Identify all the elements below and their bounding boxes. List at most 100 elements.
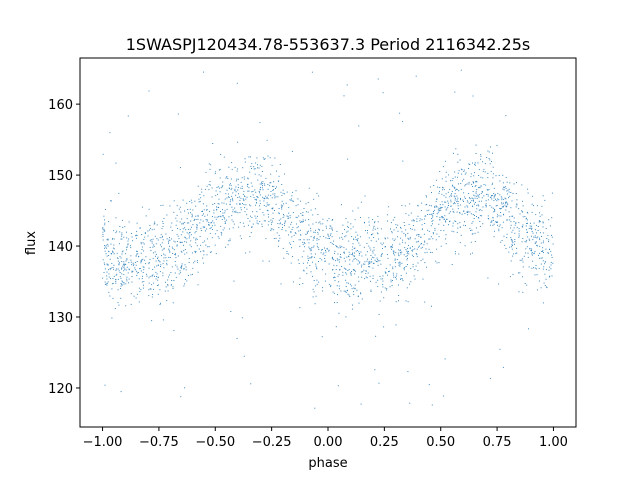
data-point xyxy=(447,191,449,193)
data-point xyxy=(377,279,379,281)
data-point xyxy=(406,250,408,252)
data-point xyxy=(121,268,122,270)
data-point xyxy=(345,290,347,292)
data-point xyxy=(454,199,456,201)
data-point xyxy=(263,220,265,222)
data-point xyxy=(361,298,363,300)
data-point xyxy=(190,240,192,242)
data-point xyxy=(547,252,549,254)
data-point xyxy=(214,171,216,173)
data-point xyxy=(487,199,489,201)
data-point xyxy=(496,216,498,218)
data-point xyxy=(457,205,459,207)
data-point xyxy=(493,197,495,199)
data-point xyxy=(488,151,490,153)
data-point xyxy=(400,249,402,251)
data-point xyxy=(271,208,273,210)
data-point xyxy=(197,284,199,286)
data-point xyxy=(302,221,304,223)
data-point xyxy=(310,227,312,229)
data-point xyxy=(403,267,405,269)
data-point xyxy=(405,229,407,231)
data-point xyxy=(228,240,230,242)
data-point xyxy=(545,248,547,250)
data-point xyxy=(536,289,538,291)
data-point xyxy=(102,277,104,279)
data-point xyxy=(460,168,462,170)
data-point xyxy=(256,196,258,197)
data-point xyxy=(174,254,176,256)
data-point xyxy=(330,233,332,235)
data-point xyxy=(205,171,207,173)
data-point xyxy=(136,270,138,272)
data-point xyxy=(492,177,494,179)
data-point xyxy=(383,297,385,299)
data-point xyxy=(381,255,382,257)
data-point xyxy=(196,223,198,225)
data-point xyxy=(431,192,432,193)
data-point xyxy=(354,247,356,249)
data-point xyxy=(473,175,475,177)
data-point xyxy=(398,264,400,266)
data-point xyxy=(498,230,500,232)
data-point xyxy=(183,268,185,270)
data-point xyxy=(256,215,258,217)
data-point xyxy=(164,254,166,256)
data-point xyxy=(528,238,530,240)
data-point xyxy=(121,219,123,221)
data-point xyxy=(393,276,395,278)
data-point xyxy=(106,255,108,257)
data-point xyxy=(208,189,210,191)
data-point xyxy=(501,202,503,204)
chart-title: 1SWASPJ120434.78-553637.3 Period 2116342… xyxy=(126,35,531,54)
data-point xyxy=(261,171,263,172)
x-axis-label: phase xyxy=(308,456,347,471)
data-point xyxy=(370,291,372,292)
data-point xyxy=(284,221,286,223)
data-point xyxy=(296,223,298,225)
data-point xyxy=(291,236,293,238)
data-point xyxy=(512,229,514,231)
data-point xyxy=(136,230,138,232)
data-point xyxy=(353,294,355,296)
data-point xyxy=(162,235,163,237)
data-point xyxy=(108,273,110,275)
data-point xyxy=(149,240,151,242)
data-point xyxy=(489,197,491,199)
data-point xyxy=(268,260,270,262)
data-point xyxy=(343,251,345,253)
data-point xyxy=(370,234,372,236)
data-point xyxy=(338,281,340,283)
data-point xyxy=(456,201,458,203)
data-point xyxy=(280,204,282,206)
data-point xyxy=(506,190,508,192)
data-point xyxy=(535,214,537,216)
data-point xyxy=(453,211,455,213)
data-point xyxy=(451,180,453,181)
data-point xyxy=(159,304,161,305)
data-point xyxy=(368,217,370,219)
data-point xyxy=(184,221,186,223)
data-point xyxy=(216,216,218,218)
data-point xyxy=(181,241,183,243)
data-point xyxy=(126,266,128,268)
data-point xyxy=(204,215,206,217)
data-point xyxy=(382,275,384,277)
data-point xyxy=(255,204,256,206)
data-point xyxy=(212,220,214,222)
data-point xyxy=(256,222,258,224)
data-point xyxy=(333,264,335,266)
data-point xyxy=(487,215,489,217)
data-point xyxy=(457,208,459,210)
data-point xyxy=(140,260,142,262)
data-point xyxy=(174,272,176,274)
data-point xyxy=(361,264,363,266)
data-point xyxy=(516,182,517,184)
data-point xyxy=(150,288,152,290)
data-point xyxy=(126,247,128,249)
data-point xyxy=(330,242,332,243)
data-point xyxy=(349,263,351,265)
data-point xyxy=(148,267,150,269)
data-point xyxy=(399,261,401,263)
data-point xyxy=(284,223,286,225)
